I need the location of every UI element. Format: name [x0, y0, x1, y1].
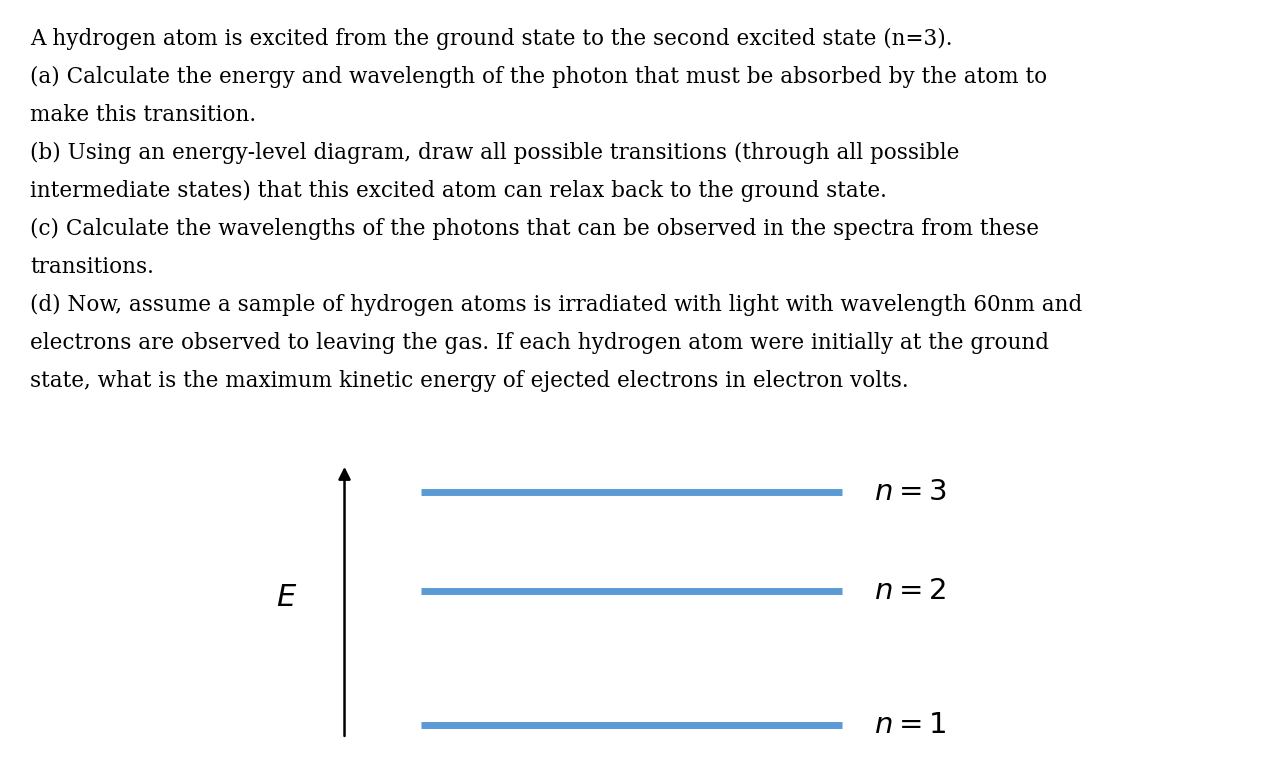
- Text: (a) Calculate the energy and wavelength of the photon that must be absorbed by t: (a) Calculate the energy and wavelength …: [31, 66, 1048, 88]
- Text: electrons are observed to leaving the gas. If each hydrogen atom were initially : electrons are observed to leaving the ga…: [31, 332, 1049, 354]
- Text: make this transition.: make this transition.: [31, 104, 256, 126]
- Text: $E$: $E$: [277, 582, 297, 614]
- Text: $n = 1$: $n = 1$: [874, 711, 946, 738]
- Text: $n = 2$: $n = 2$: [874, 577, 946, 604]
- Text: A hydrogen atom is excited from the ground state to the second excited state (n=: A hydrogen atom is excited from the grou…: [31, 28, 952, 50]
- Text: (b) Using an energy-level diagram, draw all possible transitions (through all po: (b) Using an energy-level diagram, draw …: [31, 142, 960, 164]
- Text: (c) Calculate the wavelengths of the photons that can be observed in the spectra: (c) Calculate the wavelengths of the pho…: [31, 218, 1039, 240]
- Text: state, what is the maximum kinetic energy of ejected electrons in electron volts: state, what is the maximum kinetic energ…: [31, 370, 909, 392]
- Text: $n = 3$: $n = 3$: [874, 478, 947, 506]
- Text: (d) Now, assume a sample of hydrogen atoms is irradiated with light with wavelen: (d) Now, assume a sample of hydrogen ato…: [31, 294, 1082, 316]
- Text: intermediate states) that this excited atom can relax back to the ground state.: intermediate states) that this excited a…: [31, 180, 887, 202]
- Text: transitions.: transitions.: [31, 256, 154, 278]
